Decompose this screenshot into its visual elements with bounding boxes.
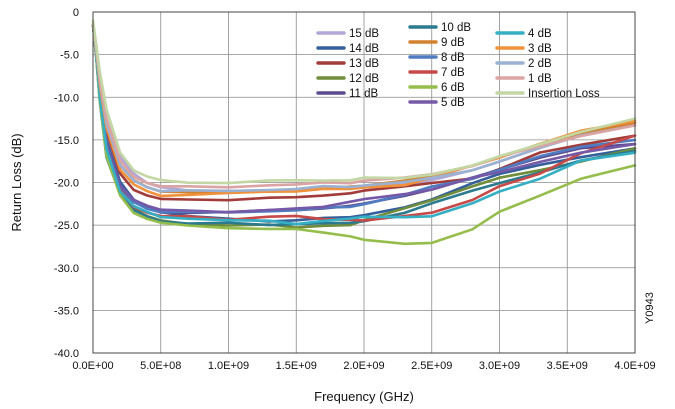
legend-label: 2 dB (528, 58, 552, 70)
y-tick-label: -40.0 (54, 348, 79, 360)
legend-label: 8 dB (441, 52, 465, 64)
legend-label: 6 dB (441, 82, 465, 94)
y-tick-label: 0 (73, 7, 79, 19)
series-line (91, 23, 637, 193)
figure-code: Y0943 (644, 292, 656, 324)
x-axis-title: Frequency (GHz) (314, 389, 414, 404)
legend-label: 3 dB (528, 43, 552, 55)
plot-frame (92, 11, 636, 354)
legend: 15 dB 14 dB 13 dB 12 dB 11 dB 10 dB 9 dB 8 dB 7 … (316, 22, 600, 109)
x-tick-label: 3.5E+09 (547, 360, 588, 372)
y-axis-title: Return Loss (dB) (9, 133, 24, 231)
y-tick-label: -35.0 (54, 305, 79, 317)
series-line (91, 23, 637, 214)
legend-label: 7 dB (441, 67, 465, 79)
legend-label: 5 dB (441, 97, 465, 109)
x-tick-label: 1.0E+09 (208, 360, 249, 372)
legend-label: 4 dB (528, 28, 552, 40)
y-axis-ticks: 0 -5.0 -10.0 -15.0 -20.0 -25.0 -30.0 -35.0 -40.0 (54, 7, 79, 360)
series-lines (91, 19, 637, 246)
legend-label: 9 dB (441, 37, 465, 49)
legend-label: 13 dB (349, 58, 379, 70)
y-tick-label: -25.0 (54, 220, 79, 232)
x-tick-label: 3.0E+09 (479, 360, 520, 372)
legend-label: 12 dB (349, 73, 379, 85)
legend-label: 10 dB (441, 22, 471, 34)
x-tick-label: 5.0E+08 (140, 360, 181, 372)
y-tick-label: -10.0 (54, 92, 79, 104)
x-tick-label: 4.0E+09 (614, 360, 655, 372)
y-tick-label: -30.0 (54, 263, 79, 275)
series-line (91, 23, 637, 246)
x-axis-ticks: 0.0E+00 5.0E+08 1.0E+09 1.5E+09 2.0E+09 2.5E+… (72, 360, 655, 372)
x-tick-label: 1.5E+09 (276, 360, 317, 372)
y-tick-label: -20.0 (54, 178, 79, 190)
x-tick-label: 0.0E+00 (72, 360, 113, 372)
y-tick-label: -5.0 (60, 50, 79, 62)
series-line (91, 19, 637, 185)
x-tick-label: 2.0E+09 (343, 360, 384, 372)
legend-label: 14 dB (349, 43, 379, 55)
legend-label: 1 dB (528, 73, 552, 85)
legend-label: 11 dB (349, 88, 379, 100)
x-tick-label: 2.5E+09 (411, 360, 452, 372)
y-tick-label: -15.0 (54, 135, 79, 147)
legend-label: 15 dB (349, 28, 379, 40)
legend-label: Insertion Loss (528, 88, 600, 100)
series-line (91, 23, 637, 226)
